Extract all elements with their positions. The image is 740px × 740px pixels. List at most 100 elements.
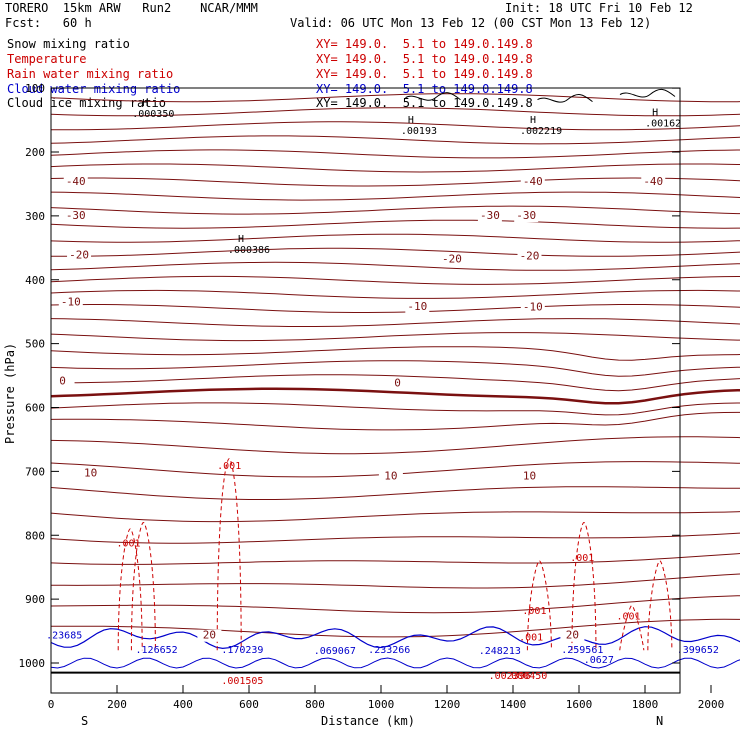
- x-axis-label: Distance (km): [321, 714, 415, 728]
- temperature-label-backing: [477, 210, 502, 223]
- isotherm-line: [50, 247, 740, 257]
- isotherm-line: [50, 304, 740, 313]
- rain-label: .001: [217, 461, 241, 472]
- isotherm-line: [51, 121, 740, 131]
- isotherm-line: [50, 573, 740, 589]
- north-end-label: N: [656, 714, 663, 728]
- cloudwater-max-label: .233266: [368, 645, 410, 656]
- x-tick-label: 600: [239, 698, 259, 711]
- temperature-label-backing: [405, 300, 430, 313]
- isotherm-line: [50, 532, 740, 544]
- temperature-label: 10: [384, 470, 397, 483]
- cloudwater-max-label: .126652: [136, 645, 178, 656]
- max-marker-h: H: [652, 107, 658, 118]
- temperature-label: -30: [66, 209, 86, 222]
- ice-contour: [537, 94, 593, 103]
- rain-contour: [647, 560, 673, 651]
- temperature-label: -20: [442, 253, 462, 266]
- isotherm-line: [50, 163, 740, 173]
- isotherm-line: [50, 436, 740, 455]
- temperature-label: -30: [516, 209, 536, 222]
- model-title: TORERO 15km ARW Run2 NCAR/MMM: [5, 1, 258, 15]
- rain-label: .001: [570, 553, 594, 564]
- x-tick-label: 1800: [632, 698, 659, 711]
- y-tick-label: 1000: [19, 657, 46, 670]
- rain-label: .001: [522, 606, 546, 617]
- snow-ice-max-label: .000350: [132, 109, 174, 120]
- snow-ice-max-label: .002219: [520, 126, 562, 137]
- y-tick-label: 400: [25, 274, 45, 287]
- ice-contour: [405, 92, 461, 101]
- y-tick-label: 300: [25, 210, 45, 223]
- legend-snow-label: Snow mixing ratio: [7, 37, 130, 51]
- forecast-hour: Fcst: 60 h: [5, 16, 92, 30]
- temperature-label: 10: [84, 466, 97, 479]
- legend-snow-xy: XY= 149.0. 5.1 to 149.0.149.8: [316, 37, 533, 51]
- isotherm-line: [50, 177, 740, 187]
- legend-cloudice-label: Cloud ice mixing ratio: [7, 96, 166, 110]
- max-marker-h: H: [408, 115, 414, 126]
- init-time: Init: 18 UTC Fri 10 Feb 12: [505, 1, 693, 15]
- isotherm-line: [50, 219, 740, 229]
- valid-time: Valid: 06 UTC Mon 13 Feb 12 (00 CST Mon …: [290, 16, 652, 30]
- temperature-label: -40: [66, 175, 86, 188]
- x-tick-label: 200: [107, 698, 127, 711]
- isotherm-line: [50, 289, 740, 299]
- isotherm-line: [50, 360, 740, 377]
- cloudwater-max-label: .259561: [561, 645, 603, 656]
- isotherm-line: [50, 149, 740, 159]
- temperature-label: -40: [643, 175, 663, 188]
- temperature-label-backing: [67, 249, 92, 262]
- temperature-label-backing: [514, 210, 539, 223]
- temperature-label: -20: [520, 249, 540, 262]
- plot-frame: [50, 87, 681, 694]
- max-marker-h: H: [142, 98, 148, 109]
- temperature-label-backing: [517, 470, 542, 483]
- isotherm-line: [50, 402, 740, 416]
- isotherm-line: [50, 553, 740, 565]
- cloudwater-max-label: .23685: [46, 631, 82, 642]
- isotherm-line: [50, 486, 740, 500]
- temperature-label-backing: [50, 375, 75, 388]
- rain-label: .001: [616, 612, 640, 623]
- max-marker-h: H: [238, 234, 244, 245]
- y-tick-label: 600: [25, 402, 45, 415]
- x-tick-label: 800: [305, 698, 325, 711]
- cloudwater-contour: [50, 626, 740, 650]
- temperature-label-backing: [58, 296, 83, 309]
- y-tick-label: 200: [25, 146, 45, 159]
- cloudwater-max-label: .399652: [677, 645, 719, 656]
- isotherm-line: [50, 135, 740, 145]
- temperature-label-backing: [63, 210, 88, 223]
- legend-rain-xy: XY= 149.0. 5.1 to 149.0.149.8: [316, 67, 533, 81]
- cloudwater-max-label: .170239: [221, 645, 263, 656]
- legend-cloudwater-label: Cloud water mixing ratio: [7, 82, 181, 96]
- rain-label: .002396: [489, 671, 531, 682]
- isotherm-line: [50, 318, 740, 327]
- rain-contour: [216, 458, 242, 651]
- isotherm-line: [50, 461, 740, 478]
- temperature-label-backing: [63, 176, 88, 189]
- isotherm-line: [50, 93, 740, 103]
- x-tick-label: 2000: [698, 698, 725, 711]
- y-tick-label: 800: [25, 529, 45, 542]
- isotherm-line: [50, 205, 740, 215]
- temperature-label-backing: [560, 629, 585, 642]
- temperature-label: 10: [523, 470, 536, 483]
- y-tick-label: 100: [25, 82, 45, 95]
- isotherm-line: [50, 275, 740, 285]
- temperature-label: -40: [523, 175, 543, 188]
- chart-marks: -40 -40 -40 -30 -30 -30 -20 -20 -20 -10 -10 -10 0 0 10…: [46, 98, 719, 687]
- rain-contour: [526, 560, 552, 651]
- temperature-label: -30: [480, 209, 500, 222]
- rain-label: .001505: [221, 676, 263, 687]
- snow-ice-max-label: .000386: [228, 245, 270, 256]
- isotherm-line: [50, 233, 740, 243]
- x-tick-label: 0: [48, 698, 55, 711]
- rain-label: .001: [519, 633, 543, 644]
- legend-cloudice-xy: XY= 149.0. 5.1 to 149.0.149.8: [316, 96, 533, 110]
- rain-contour: [130, 521, 156, 651]
- temperature-label: -10: [407, 300, 427, 313]
- isotherm-line: [50, 511, 740, 523]
